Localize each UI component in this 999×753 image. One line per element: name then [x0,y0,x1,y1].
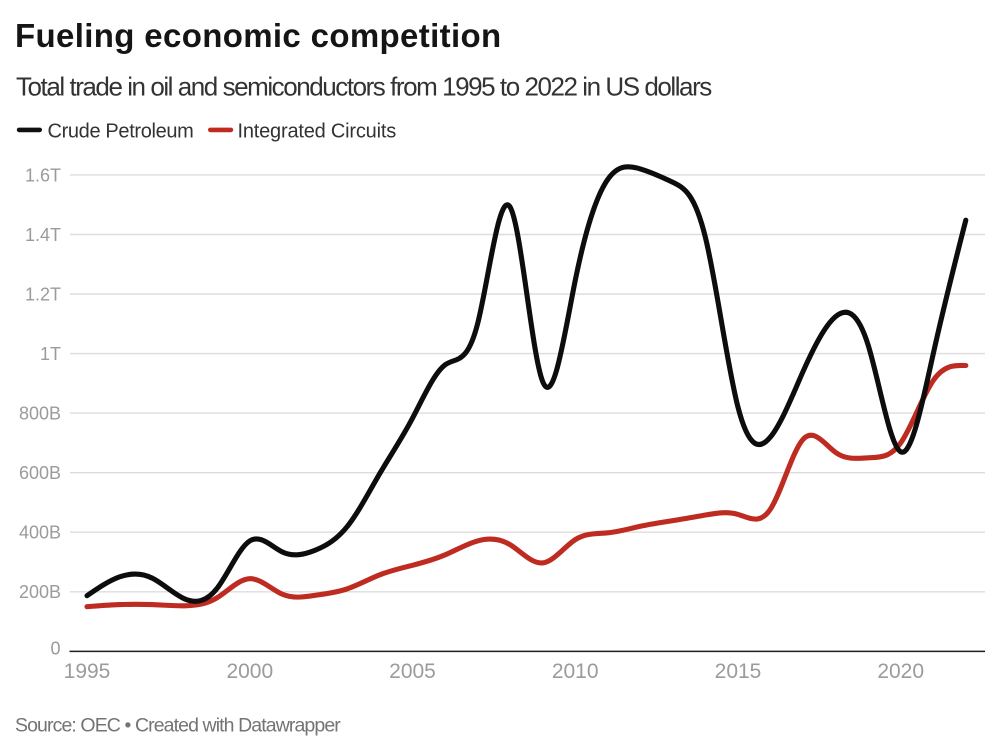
svg-text:Fueling economic competition: Fueling economic competition [15,17,502,54]
svg-text:1T: 1T [40,344,61,364]
svg-text:2005: 2005 [389,660,436,683]
svg-text:1995: 1995 [64,660,111,683]
svg-text:2000: 2000 [226,660,273,683]
svg-text:2015: 2015 [715,660,762,683]
svg-text:2010: 2010 [552,660,599,683]
svg-text:400B: 400B [19,523,61,543]
svg-text:1.6T: 1.6T [25,165,61,185]
svg-text:600B: 600B [19,463,61,483]
svg-text:200B: 200B [19,582,61,602]
svg-text:2020: 2020 [877,660,924,683]
svg-text:Source: OEC • Created with Dat: Source: OEC • Created with Datawrapper [15,715,341,737]
svg-text:Crude Petroleum: Crude Petroleum [48,121,194,143]
svg-text:800B: 800B [19,404,61,424]
svg-text:0: 0 [50,639,60,659]
svg-text:1.4T: 1.4T [25,225,61,245]
svg-text:Integrated Circuits: Integrated Circuits [238,121,397,143]
svg-text:Total trade in oil and semicon: Total trade in oil and semiconductors fr… [16,72,712,102]
svg-text:1.2T: 1.2T [25,284,61,304]
